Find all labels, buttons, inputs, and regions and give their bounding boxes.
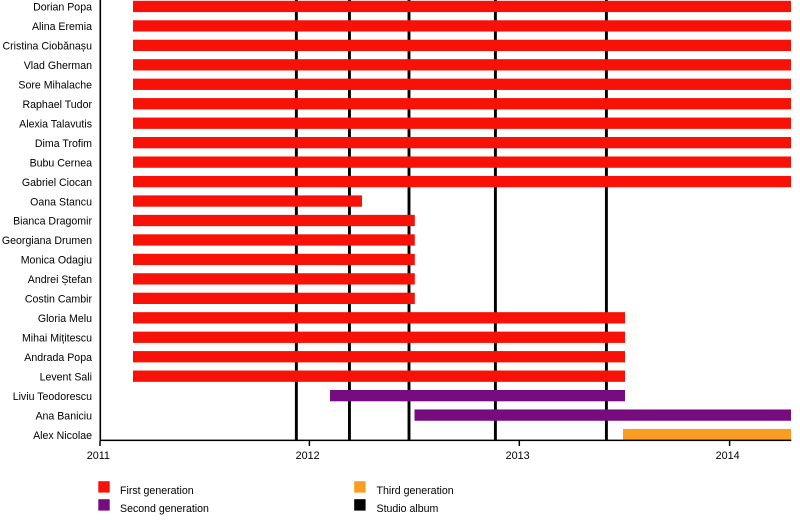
- svg-text:Costin Cambir: Costin Cambir: [25, 294, 93, 306]
- svg-text:Gloria Melu: Gloria Melu: [38, 313, 92, 325]
- svg-text:First generation: First generation: [120, 485, 194, 497]
- svg-text:Raphael Tudor: Raphael Tudor: [23, 99, 93, 111]
- svg-text:Alexia Talavutis: Alexia Talavutis: [19, 118, 92, 130]
- svg-text:Vlad Gherman: Vlad Gherman: [24, 60, 92, 72]
- svg-text:Third generation: Third generation: [377, 485, 454, 497]
- svg-text:Georgiana Drumen: Georgiana Drumen: [2, 235, 92, 247]
- svg-text:Levent Sali: Levent Sali: [40, 371, 92, 383]
- svg-text:2013: 2013: [506, 450, 530, 462]
- svg-text:Dorian Popa: Dorian Popa: [33, 2, 92, 14]
- svg-text:Dima Trofim: Dima Trofim: [35, 138, 92, 150]
- svg-text:Oana Stancu: Oana Stancu: [30, 196, 92, 208]
- svg-text:2011: 2011: [87, 450, 110, 462]
- svg-text:Bubu Cernea: Bubu Cernea: [30, 157, 93, 169]
- svg-text:Andrada Popa: Andrada Popa: [24, 352, 92, 364]
- svg-text:Andrei Ștefan: Andrei Ștefan: [28, 274, 92, 286]
- svg-text:Bianca Dragomir: Bianca Dragomir: [13, 216, 92, 228]
- svg-text:Ana Baniciu: Ana Baniciu: [35, 410, 92, 422]
- svg-text:2012: 2012: [296, 450, 320, 462]
- svg-text:Liviu Teodorescu: Liviu Teodorescu: [13, 391, 92, 403]
- svg-text:Monica Odagiu: Monica Odagiu: [21, 255, 92, 267]
- svg-text:Alina Eremia: Alina Eremia: [32, 21, 92, 33]
- svg-text:2014: 2014: [716, 450, 740, 462]
- svg-text:Cristina Ciobănașu: Cristina Ciobănașu: [2, 41, 92, 53]
- svg-text:Alex Nicolae: Alex Nicolae: [33, 430, 92, 442]
- svg-text:Gabriel Ciocan: Gabriel Ciocan: [22, 177, 92, 189]
- svg-text:Studio album: Studio album: [377, 503, 439, 515]
- svg-text:Second generation: Second generation: [120, 503, 209, 515]
- svg-text:Sore Mihalache: Sore Mihalache: [18, 79, 92, 91]
- svg-text:Mihai Mițitescu: Mihai Mițitescu: [22, 332, 92, 344]
